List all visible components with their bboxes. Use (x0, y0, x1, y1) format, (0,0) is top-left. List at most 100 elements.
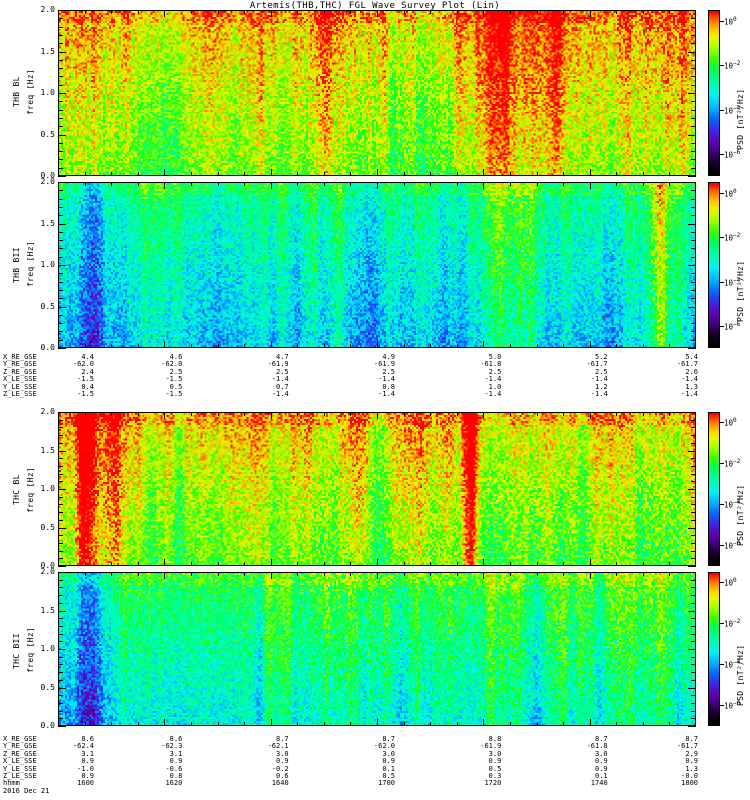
annotation-value: 8.6 (81, 735, 94, 743)
annotation-value: 1640 (271, 779, 289, 788)
colorbar-tick-label: 10−2 (724, 618, 741, 629)
x-minor-tick (430, 10, 431, 14)
x-minor-tick (563, 572, 564, 576)
colorbar-thc-bii[interactable] (708, 572, 720, 726)
annotation-label-x_le_sse-upper: X_LE_SSE (3, 375, 37, 384)
x-minor-tick (297, 344, 298, 348)
x-minor-tick (643, 722, 644, 726)
colorbar-tick (720, 581, 724, 583)
x-minor-tick (616, 572, 617, 576)
annotation-value: 1.2 (595, 382, 608, 391)
spectrogram-panel-thb-bl[interactable] (58, 10, 696, 176)
annotation-value: -1.4 (271, 375, 289, 384)
x-major-tick (164, 182, 165, 189)
x-major-tick (377, 182, 378, 189)
x-minor-tick (404, 344, 405, 348)
annotation-label-y_re_gse-upper: Y_RE_GSE (3, 360, 37, 369)
y-major-tick (688, 450, 696, 452)
y-minor-tick (691, 473, 696, 475)
x-major-tick (164, 169, 165, 176)
y-minor-tick (691, 198, 696, 200)
colorbar-tick (720, 153, 724, 155)
y-minor-tick (58, 84, 63, 86)
spectrogram-panel-thc-bl[interactable] (58, 412, 696, 566)
x-minor-tick (138, 412, 139, 416)
annotation-value: 3.1 (81, 749, 94, 758)
x-minor-tick (111, 10, 112, 14)
x-minor-tick (191, 572, 192, 576)
annotation-label-z_le_sse-lower: Z_LE_SSE (3, 772, 37, 780)
x-minor-tick (244, 10, 245, 14)
y-minor-tick (691, 550, 696, 552)
spectrogram-panel-thb-bii[interactable] (58, 182, 696, 348)
x-minor-tick (138, 344, 139, 348)
x-minor-tick (324, 182, 325, 186)
spectrogram-panel-thc-bii[interactable] (58, 572, 696, 726)
colorbar-tick (720, 192, 724, 194)
x-major-tick (695, 169, 696, 176)
annotation-value: 0.5 (169, 382, 183, 391)
x-minor-tick (563, 722, 564, 726)
x-minor-tick (537, 562, 538, 566)
y-tick-label: 0.5 (40, 523, 55, 532)
y-minor-tick (691, 117, 696, 119)
annotation-value: 5.2 (595, 353, 608, 361)
x-major-tick (590, 559, 591, 566)
colorbar-tick (720, 109, 724, 111)
annotation-value: 8.6 (169, 735, 183, 743)
x-minor-tick (297, 10, 298, 14)
x-minor-tick (643, 562, 644, 566)
annotation-value: 0.8 (169, 772, 183, 780)
annotation-value: 8.7 (685, 735, 698, 743)
x-minor-tick (244, 562, 245, 566)
y-major-tick (688, 181, 696, 183)
y-minor-tick (58, 586, 63, 588)
annotation-value: -61.8 (480, 360, 502, 369)
colorbar-thb-bl[interactable] (708, 10, 720, 176)
colorbar-tick (720, 503, 724, 505)
x-minor-tick (218, 562, 219, 566)
colorbar-thb-bii[interactable] (708, 182, 720, 348)
y-minor-tick (58, 322, 63, 324)
y-minor-tick (691, 602, 696, 604)
x-minor-tick (643, 344, 644, 348)
x-minor-tick (404, 572, 405, 576)
annotation-value: 5.4 (685, 353, 698, 361)
y-minor-tick (691, 84, 696, 86)
y-major-tick (688, 725, 696, 727)
x-minor-tick (643, 10, 644, 14)
x-minor-tick (404, 10, 405, 14)
x-minor-tick (111, 412, 112, 416)
annotation-label-y_re_gse-lower: Y_RE_GSE (3, 742, 37, 751)
x-minor-tick (537, 172, 538, 176)
y-minor-tick (58, 297, 63, 299)
colorbar-thc-bl[interactable] (708, 412, 720, 566)
y-tick-label: 0.5 (40, 302, 55, 311)
x-minor-tick (350, 412, 351, 416)
colorbar-tick-label: 10−6 (724, 540, 741, 551)
x-minor-tick (537, 344, 538, 348)
y-major-tick (688, 264, 696, 266)
annotation-value: -0.0 (681, 772, 698, 780)
x-minor-tick (244, 182, 245, 186)
annotation-value: 1720 (484, 779, 502, 788)
x-minor-tick (350, 182, 351, 186)
annotation-value: -62.0 (161, 360, 183, 369)
x-major-tick (271, 169, 272, 176)
y-major-tick (58, 411, 66, 413)
y-major-tick (688, 527, 696, 529)
annotation-value: 3.0 (382, 749, 395, 758)
y-minor-tick (691, 281, 696, 283)
x-minor-tick (297, 172, 298, 176)
y-minor-tick (58, 42, 63, 44)
y-minor-tick (58, 247, 63, 249)
x-minor-tick (404, 172, 405, 176)
x-minor-tick (430, 182, 431, 186)
x-minor-tick (669, 562, 670, 566)
y-minor-tick (58, 239, 63, 241)
y-tick-label: 1.0 (40, 644, 55, 653)
x-minor-tick (324, 172, 325, 176)
x-minor-tick (218, 722, 219, 726)
y-minor-tick (691, 710, 696, 712)
colorbar-tick (720, 544, 724, 546)
